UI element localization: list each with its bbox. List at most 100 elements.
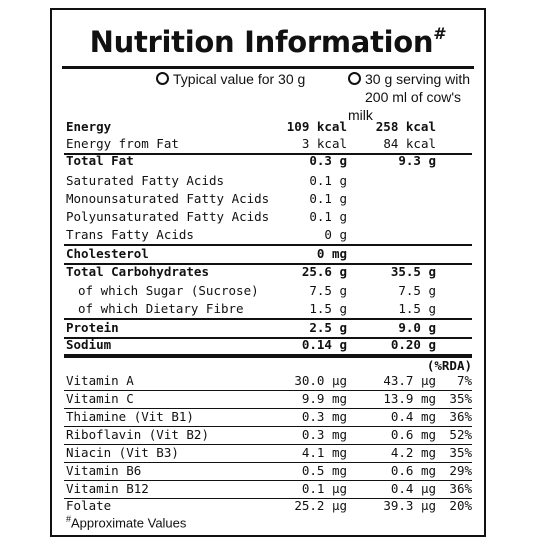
typical-value: 0 mg [316,246,347,261]
rda-value: 36% [449,481,472,496]
nutrient-row: Total Carbohydrates 25.6 g 35.5 g [64,263,472,281]
serving-value: 0.6 mg [390,427,436,442]
circle-bullet-icon [348,72,361,85]
rda-value: 36% [449,409,472,424]
nutrient-label: of which Sugar (Sucrose) [78,283,259,298]
nutrient-row: Total Fat 0.3 g 9.3 g [64,152,472,170]
rda-value: 35% [449,391,472,406]
typical-value: 0.5 mg [301,463,347,478]
row-divider [64,318,472,320]
nutrient-label: Cholesterol [66,246,149,261]
nutrient-row: Trans Fatty Acids 0 g [64,226,472,244]
serving-value: 1.5 g [398,301,436,316]
nutrient-label: Sodium [66,337,112,352]
nutrient-row: Monounsaturated Fatty Acids 0.1 g [64,190,472,208]
row-divider [64,462,472,463]
vitamin-label: Niacin (Vit B3) [66,445,179,460]
typical-value: 9.9 mg [301,391,347,406]
column-header-serving-line1: 30 g serving with [365,71,471,87]
row-divider [64,444,472,445]
nutrient-label: Monounsaturated Fatty Acids [66,191,270,206]
nutrient-label: Polyunsaturated Fatty Acids [66,209,270,224]
typical-value: 0 g [324,227,347,242]
nutrient-row: Cholesterol 0 mg [64,245,472,263]
nutrition-panel: Nutrition Information# Typical value for… [50,8,486,537]
vitamin-label: Vitamin B6 [66,463,142,478]
row-divider [64,408,472,409]
vitamin-row: Vitamin C 9.9 mg 13.9 mg 35% [64,390,472,408]
nutrient-label: Total Fat [66,153,134,168]
serving-value: 0.4 μg [390,481,436,496]
vitamin-row: Vitamin A 30.0 μg 43.7 μg 7% [64,372,472,390]
rda-value: 20% [449,498,472,513]
footnote-mark: # [66,514,72,524]
rda-value: 52% [449,427,472,442]
nutrient-label: of which Dietary Fibre [78,301,244,316]
serving-value: 9.0 g [398,320,436,335]
vitamin-row: Niacin (Vit B3) 4.1 mg 4.2 mg 35% [64,444,472,462]
footnote: #Approximate Values [66,514,186,530]
serving-value: 43.7 μg [383,373,436,388]
title-mark: # [433,24,447,43]
serving-value: 0.20 g [390,337,436,352]
typical-value: 0.1 g [309,209,347,224]
nutrient-row: Energy 109 kcal 258 kcal [64,118,472,136]
nutrient-label: Energy from Fat [66,136,179,151]
nutrient-label: Trans Fatty Acids [66,227,194,242]
vitamin-label: Riboflavin (Vit B2) [66,427,209,442]
typical-value: 30.0 μg [294,373,347,388]
rda-header: (%RDA) [426,358,472,373]
serving-value: 13.9 mg [383,391,436,406]
serving-value: 35.5 g [390,264,436,279]
vitamin-label: Thiamine (Vit B1) [66,409,194,424]
nutrient-label: Energy [66,119,112,134]
footnote-text: Approximate Values [71,515,187,531]
vitamin-label: Vitamin A [66,373,134,388]
nutrient-row: of which Sugar (Sucrose) 7.5 g 7.5 g [64,282,472,300]
nutrient-row: Protein 2.5 g 9.0 g [64,319,472,337]
row-divider [64,480,472,481]
typical-value: 1.5 g [309,301,347,316]
typical-value: 0.14 g [301,337,347,352]
typical-value: 7.5 g [309,283,347,298]
serving-value: 9.3 g [398,153,436,168]
rda-value: 29% [449,463,472,478]
serving-value: 258 kcal [375,119,436,134]
serving-value: 7.5 g [398,283,436,298]
row-divider [64,153,472,155]
section-divider [64,356,472,358]
nutrient-row: of which Dietary Fibre 1.5 g 1.5 g [64,300,472,318]
serving-value: 4.2 mg [390,445,436,460]
vitamin-row: Thiamine (Vit B1) 0.3 mg 0.4 mg 36% [64,408,472,426]
title-text: Nutrition Information [89,25,434,59]
vitamin-row: Vitamin B12 0.1 μg 0.4 μg 36% [64,480,472,498]
typical-value: 0.1 μg [301,481,347,496]
typical-value: 2.5 g [309,320,347,335]
nutrient-row: Saturated Fatty Acids 0.1 g [64,172,472,190]
typical-value: 109 kcal [286,119,347,134]
row-divider [64,426,472,427]
vitamin-row: Vitamin B6 0.5 mg 0.6 mg 29% [64,462,472,480]
nutrient-label: Total Carbohydrates [66,264,209,279]
typical-value: 0.1 g [309,191,347,206]
typical-value: 25.6 g [301,264,347,279]
serving-value: 84 kcal [383,136,436,151]
column-header-typical: Typical value for 30 g [156,70,305,88]
typical-value: 0.3 mg [301,409,347,424]
rda-value: 7% [456,373,472,388]
row-divider [64,390,472,391]
typical-value: 4.1 mg [301,445,347,460]
row-divider [64,498,472,499]
nutrient-row: Polyunsaturated Fatty Acids 0.1 g [64,208,472,226]
column-header-serving-line2: 200 ml of cow's milk [348,89,462,123]
nutrient-row: Energy from Fat 3 kcal 84 kcal [64,135,472,153]
typical-value: 25.2 μg [294,498,347,513]
nutrient-row: Sodium 0.14 g 0.20 g [64,336,472,354]
serving-value: 0.6 mg [390,463,436,478]
typical-value: 0.3 g [309,153,347,168]
row-divider [64,263,472,265]
typical-value: 0.1 g [309,173,347,188]
vitamin-label: Vitamin C [66,391,134,406]
column-header-serving: 30 g serving with 200 ml of cow's milk [348,70,484,124]
title-divider [62,66,474,69]
